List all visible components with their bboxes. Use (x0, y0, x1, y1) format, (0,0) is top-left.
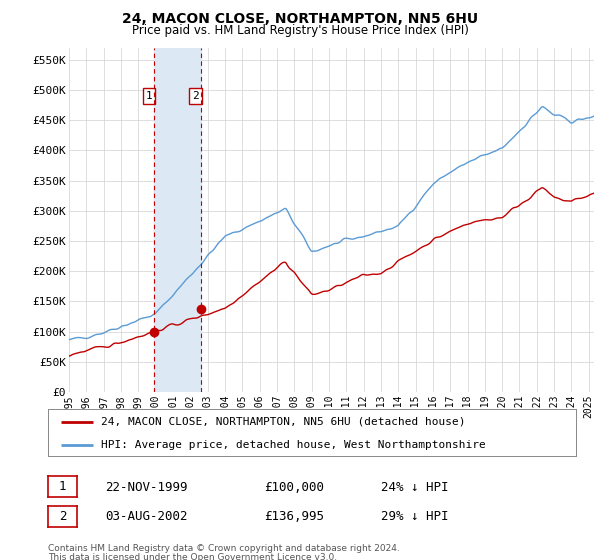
Text: 24, MACON CLOSE, NORTHAMPTON, NN5 6HU (detached house): 24, MACON CLOSE, NORTHAMPTON, NN5 6HU (d… (101, 417, 466, 427)
Text: £100,000: £100,000 (264, 480, 324, 494)
Text: £136,995: £136,995 (264, 510, 324, 524)
Text: 24% ↓ HPI: 24% ↓ HPI (381, 480, 449, 494)
Text: 03-AUG-2002: 03-AUG-2002 (105, 510, 187, 524)
Bar (154, 48, 200, 392)
Text: 1: 1 (59, 480, 66, 493)
Text: 22-NOV-1999: 22-NOV-1999 (105, 480, 187, 494)
Text: HPI: Average price, detached house, West Northamptonshire: HPI: Average price, detached house, West… (101, 440, 485, 450)
Text: Price paid vs. HM Land Registry's House Price Index (HPI): Price paid vs. HM Land Registry's House … (131, 24, 469, 36)
Text: Contains HM Land Registry data © Crown copyright and database right 2024.: Contains HM Land Registry data © Crown c… (48, 544, 400, 553)
Text: 1: 1 (145, 91, 152, 101)
Text: This data is licensed under the Open Government Licence v3.0.: This data is licensed under the Open Gov… (48, 553, 337, 560)
Text: 2: 2 (59, 510, 66, 523)
Text: 29% ↓ HPI: 29% ↓ HPI (381, 510, 449, 524)
Text: 2: 2 (192, 91, 199, 101)
Text: 24, MACON CLOSE, NORTHAMPTON, NN5 6HU: 24, MACON CLOSE, NORTHAMPTON, NN5 6HU (122, 12, 478, 26)
